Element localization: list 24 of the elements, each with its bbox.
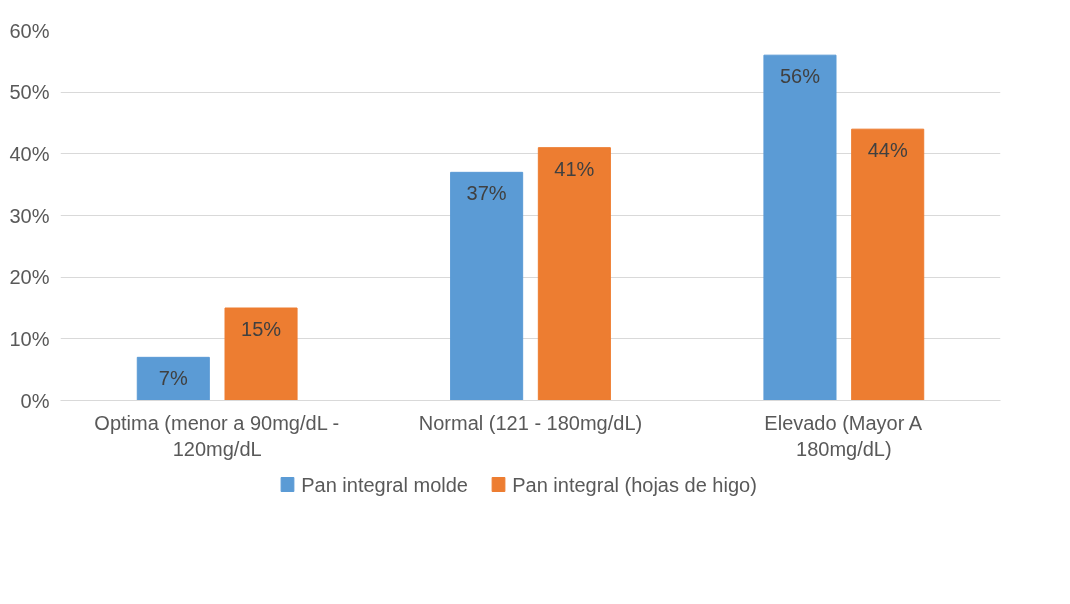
x-tick-label: Normal (121 - 180mg/dL) [418,411,643,434]
bar [136,356,210,401]
y-tick-label: 50% [9,81,50,104]
y-tick-label: 40% [9,142,50,165]
data-label: 15% [241,318,282,340]
bar [763,54,837,401]
data-label: 41% [554,157,595,180]
data-label: 56% [779,65,821,88]
legend-label: Pan integral (hojas de higo) [512,473,757,496]
y-tick-label: 0% [20,389,50,412]
x-tick-label: Elevado (Mayor A 180mg/dL) [764,411,923,460]
x-tick-label: Optima (menor a 90mg/dL - 120mg/dL [94,411,340,460]
data-label: 7% [158,367,188,390]
bar [851,128,925,401]
y-tick-label: 20% [9,266,50,289]
data-label: 44% [867,139,908,162]
legend-label: Pan integral molde [301,473,468,496]
data-label: 37% [466,182,507,205]
bar [450,171,524,401]
bar [224,307,298,401]
bar [537,147,611,401]
y-tick-label: 60% [9,19,50,42]
y-tick-label: 30% [9,204,50,227]
y-tick-label: 10% [9,327,50,350]
